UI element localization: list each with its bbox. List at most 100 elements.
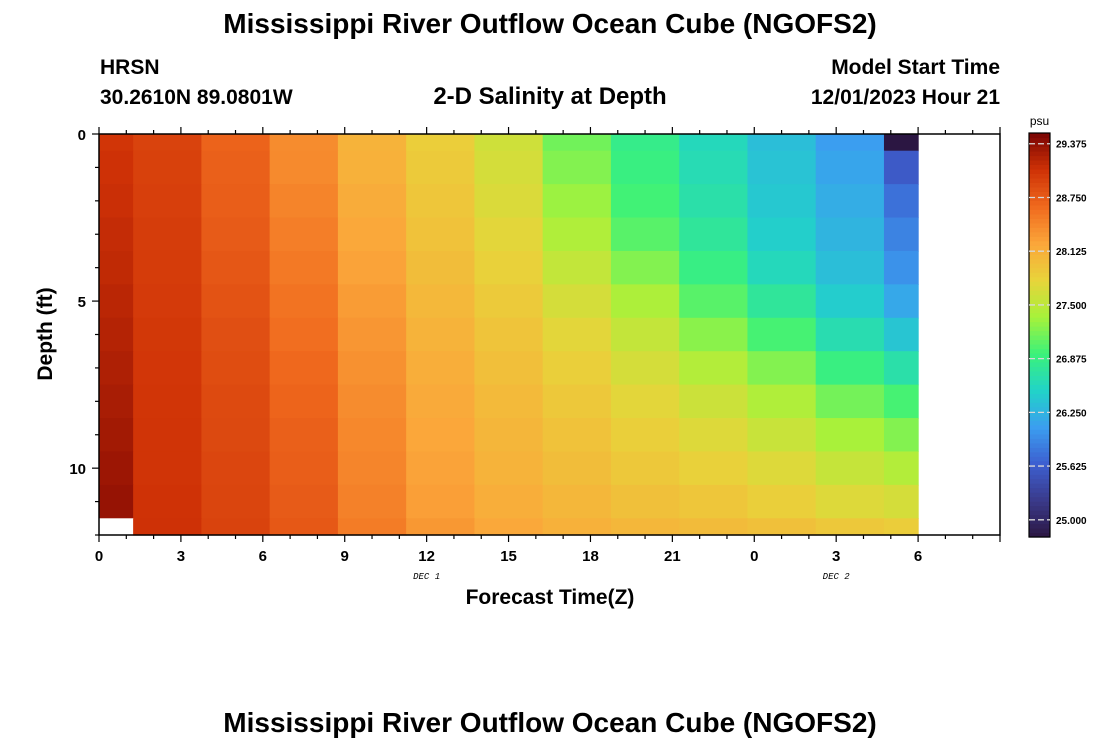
colorbar-segment: [1029, 276, 1050, 282]
colorbar-segment: [1029, 218, 1050, 224]
heatmap-cell: [542, 217, 612, 252]
heatmap-cell: [474, 250, 544, 285]
heatmap-cell: [542, 184, 612, 219]
heatmap-cell: [610, 418, 680, 453]
heatmap-cell: [679, 317, 749, 352]
heatmap-cell: [747, 150, 817, 185]
colorbar-tick-label: 29.375: [1056, 140, 1087, 151]
heatmap-cell: [542, 418, 612, 453]
heatmap-cell: [610, 184, 680, 219]
heatmap-cell: [610, 317, 680, 352]
heatmap-cell: [883, 150, 919, 185]
heatmap-cell: [679, 351, 749, 386]
heatmap-cell: [269, 484, 339, 519]
heatmap-cell: [883, 518, 919, 536]
heatmap-cell: [269, 134, 339, 152]
colorbar-segment: [1029, 141, 1050, 148]
heatmap-cell: [99, 250, 134, 285]
heatmap-cell: [133, 451, 202, 486]
heatmap-cell: [133, 317, 202, 352]
heatmap-cells: [99, 134, 919, 536]
colorbar-segment: [1029, 312, 1050, 318]
heatmap-cell: [201, 150, 271, 185]
colorbar-segment: [1029, 420, 1050, 426]
colorbar-tick-label: 26.250: [1056, 408, 1087, 419]
heatmap-cell: [337, 134, 407, 152]
colorbar-segment: [1029, 245, 1050, 251]
colorbar-tick-label: 26.875: [1056, 355, 1087, 366]
heatmap-cell: [99, 418, 134, 453]
colorbar-segment: [1029, 352, 1050, 359]
x-tick-label: 3: [177, 548, 185, 565]
colorbar-unit-label: psu: [1030, 114, 1049, 128]
colorbar-segment: [1029, 474, 1050, 480]
y-tick-label: 5: [78, 294, 86, 311]
y-tick-label: 10: [69, 461, 86, 478]
heatmap-cell: [542, 451, 612, 486]
heatmap-cell: [747, 351, 817, 386]
colorbar-tick-label: 25.625: [1056, 462, 1087, 473]
x-tick-label: 12: [418, 548, 435, 565]
heatmap-cell: [133, 518, 202, 536]
heatmap-cell: [201, 384, 271, 419]
colorbar-segment: [1029, 496, 1050, 502]
heatmap-cell: [474, 451, 544, 486]
colorbar-segment: [1029, 159, 1050, 166]
heatmap-cell: [542, 284, 612, 319]
heatmap-cell: [815, 184, 885, 219]
heatmap-cell: [542, 150, 612, 185]
heatmap-cell: [406, 484, 476, 519]
colorbar-segment: [1029, 487, 1050, 493]
heatmap-cell: [883, 250, 919, 285]
heatmap-cell: [747, 518, 817, 536]
colorbar-segment: [1029, 465, 1050, 471]
heatmap-cell: [201, 351, 271, 386]
colorbar-segment: [1029, 240, 1050, 246]
heatmap-cell: [201, 217, 271, 252]
heatmap-cell: [747, 384, 817, 419]
colorbar-segment: [1029, 528, 1050, 534]
heatmap-cell: [474, 518, 544, 536]
heatmap-cell: [815, 250, 885, 285]
colorbar-segment: [1029, 492, 1050, 498]
colorbar-segment: [1029, 204, 1050, 210]
heatmap-cell: [474, 351, 544, 386]
colorbar-segment: [1029, 415, 1050, 421]
heatmap-cell: [201, 418, 271, 453]
colorbar-segment: [1029, 406, 1050, 412]
heatmap-cell: [133, 384, 202, 419]
heatmap-cell: [337, 418, 407, 453]
x-tick-label: 0: [750, 548, 758, 565]
heatmap-cell: [99, 518, 134, 536]
colorbar-segment: [1029, 523, 1050, 529]
heatmap-cell: [474, 184, 544, 219]
heatmap-cell: [747, 217, 817, 252]
heatmap-cell: [337, 384, 407, 419]
heatmap-cell: [269, 317, 339, 352]
colorbar-segment: [1029, 294, 1050, 300]
heatmap-cell: [201, 284, 271, 319]
colorbar-segment: [1029, 137, 1050, 143]
heatmap-cell: [201, 184, 271, 219]
colorbar-segment: [1029, 186, 1050, 192]
heatmap-cell: [406, 250, 476, 285]
heatmap-cell: [747, 317, 817, 352]
bottom-title: Mississippi River Outflow Ocean Cube (NG…: [223, 707, 877, 738]
colorbar-segment: [1029, 231, 1050, 237]
colorbar-segment: [1029, 442, 1050, 448]
colorbar-segment: [1029, 456, 1050, 462]
heatmap-cell: [99, 384, 134, 419]
heatmap-cell: [474, 418, 544, 453]
heatmap-cell: [133, 184, 202, 219]
y-tick-label: 0: [78, 127, 86, 144]
plot-title: 2-D Salinity at Depth: [433, 83, 667, 110]
heatmap-cell: [747, 451, 817, 486]
colorbar-segment: [1029, 222, 1050, 228]
heatmap-cell: [406, 384, 476, 419]
heatmap-cell: [133, 418, 202, 453]
heatmap-cell: [679, 150, 749, 185]
heatmap-cell: [747, 284, 817, 319]
colorbar-segment: [1029, 164, 1050, 170]
x-tick-label: 18: [582, 548, 599, 565]
colorbar-segment: [1029, 182, 1050, 188]
